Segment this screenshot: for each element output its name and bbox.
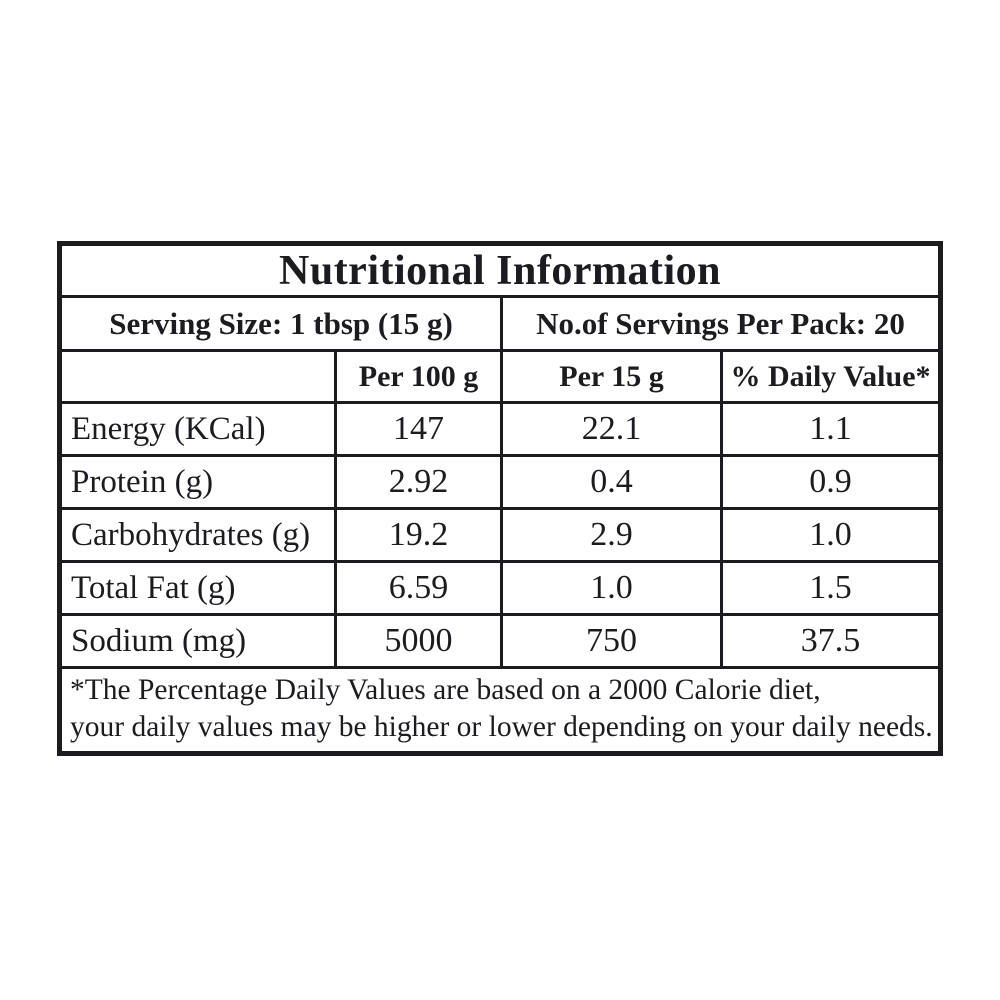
serving-size-cell: Serving Size: 1 tbsp (15 g)	[62, 298, 500, 349]
protein-daily-value: 0.9	[723, 457, 938, 507]
column-header-per-100g: Per 100 g	[337, 352, 500, 401]
energy-daily-value: 1.1	[723, 404, 938, 454]
footnote-line-2: your daily values may be higher or lower…	[70, 711, 933, 743]
total-fat-daily-value: 1.5	[723, 563, 938, 613]
footnote: *The Percentage Daily Values are based o…	[62, 669, 938, 751]
row-label-energy: Energy (KCal)	[62, 404, 334, 454]
nutrition-facts-table: Nutritional Information Serving Size: 1 …	[57, 241, 943, 756]
total-fat-per-15g: 1.0	[503, 563, 720, 613]
carbohydrates-per-15g: 2.9	[503, 510, 720, 560]
footnote-line-1: *The Percentage Daily Values are based o…	[70, 674, 821, 707]
protein-per-100g: 2.92	[337, 457, 500, 507]
servings-per-pack-cell: No.of Servings Per Pack: 20	[503, 298, 938, 349]
energy-per-15g: 22.1	[503, 404, 720, 454]
carbohydrates-per-100g: 19.2	[337, 510, 500, 560]
total-fat-per-100g: 6.59	[337, 563, 500, 613]
row-label-sodium: Sodium (mg)	[62, 616, 334, 666]
column-header-daily-value: % Daily Value*	[723, 352, 938, 401]
sodium-per-15g: 750	[503, 616, 720, 666]
energy-per-100g: 147	[337, 404, 500, 454]
column-header-per-15g: Per 15 g	[503, 352, 720, 401]
row-label-carbohydrates: Carbohydrates (g)	[62, 510, 334, 560]
carbohydrates-daily-value: 1.0	[723, 510, 938, 560]
column-header-blank	[62, 352, 334, 401]
row-label-total-fat: Total Fat (g)	[62, 563, 334, 613]
sodium-daily-value: 37.5	[723, 616, 938, 666]
protein-per-15g: 0.4	[503, 457, 720, 507]
table-title: Nutritional Information	[62, 246, 938, 295]
row-label-protein: Protein (g)	[62, 457, 334, 507]
sodium-per-100g: 5000	[337, 616, 500, 666]
